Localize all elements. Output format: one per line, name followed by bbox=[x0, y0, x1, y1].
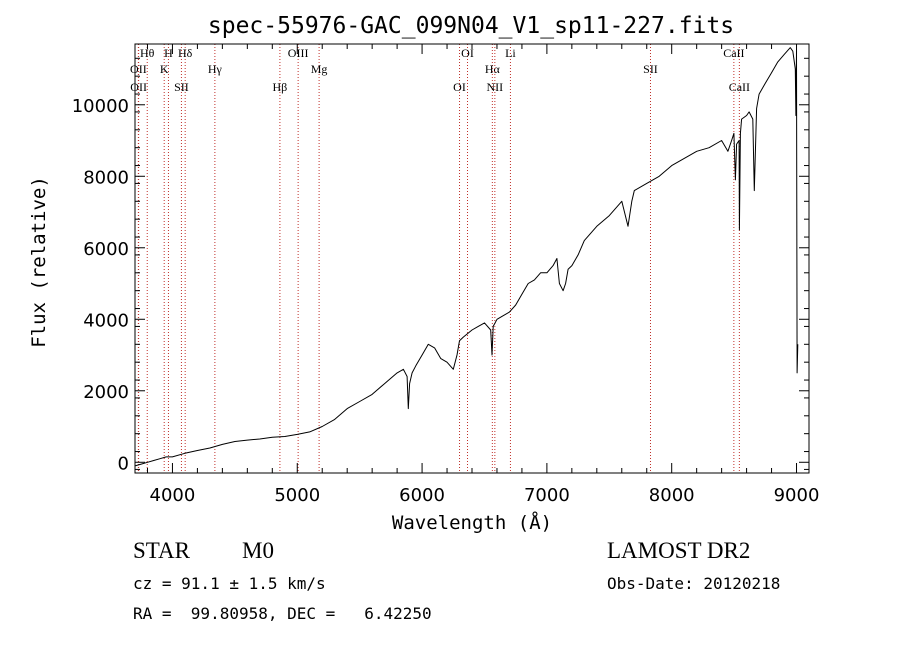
spectral-line-label: K bbox=[160, 62, 169, 76]
x-tick-label: 7000 bbox=[524, 485, 570, 506]
spectral-line-label: CaII bbox=[729, 80, 750, 94]
spectral-line-label: NII bbox=[487, 80, 504, 94]
y-tick-label: 6000 bbox=[83, 239, 129, 260]
y-tick-label: 4000 bbox=[83, 310, 129, 331]
y-tick-label: 8000 bbox=[83, 167, 129, 188]
y-tick-label: 2000 bbox=[83, 382, 129, 403]
spectral-line-label: Hδ bbox=[178, 46, 193, 60]
spectral-line-label: SII bbox=[643, 62, 658, 76]
redshift-cz: cz = 91.1 ± 1.5 km/s bbox=[133, 574, 326, 593]
spectral-line-label: Hθ bbox=[140, 46, 155, 60]
x-tick-label: 9000 bbox=[774, 485, 820, 506]
spectral-line-label: Mg bbox=[311, 62, 328, 76]
spectral-lines: HθOIIOIIHKSIIHδHγHβOIIIMgOIOIHαNIILiSIIC… bbox=[130, 44, 750, 473]
x-tick-label: 5000 bbox=[274, 485, 320, 506]
object-subclass: M0 bbox=[242, 538, 274, 563]
x-tick-label: 6000 bbox=[399, 485, 445, 506]
survey-name: LAMOST DR2 bbox=[607, 538, 751, 563]
spectral-line-label: Hα bbox=[485, 62, 501, 76]
ra-dec: RA = 99.80958, DEC = 6.42250 bbox=[133, 604, 432, 623]
spectral-line-label: OI bbox=[453, 80, 466, 94]
spectral-line-label: OII bbox=[130, 80, 147, 94]
spectral-line-label: H bbox=[164, 46, 173, 60]
spectral-line-label: Li bbox=[505, 46, 516, 60]
observation-date: Obs-Date: 20120218 bbox=[607, 574, 781, 593]
spectrum-line bbox=[134, 47, 799, 467]
chart-title: spec-55976-GAC_099N04_V1_sp11-227.fits bbox=[208, 13, 734, 39]
spectral-line-label: Hβ bbox=[273, 80, 288, 94]
spectral-line-label: SII bbox=[174, 80, 189, 94]
x-axis-label: Wavelength (Å) bbox=[392, 511, 552, 534]
y-tick-label: 10000 bbox=[72, 96, 129, 117]
x-tick-label: 4000 bbox=[150, 485, 196, 506]
spectral-line-label: Hγ bbox=[208, 62, 223, 76]
y-tick-label: 0 bbox=[118, 453, 129, 474]
plot-frame bbox=[134, 43, 810, 474]
spectral-line-label: OIII bbox=[288, 46, 309, 60]
spectral-line-label: OI bbox=[461, 46, 474, 60]
y-axis-label: Flux (relative) bbox=[28, 176, 50, 348]
object-class: STAR bbox=[133, 538, 190, 563]
axis-ticks: 4000 5000 6000 7000 8000 9000 0 2000 4000 6000 800… bbox=[72, 44, 820, 506]
x-tick-label: 8000 bbox=[649, 485, 695, 506]
spectrum-series bbox=[134, 47, 799, 467]
spectral-line-label: CaII bbox=[723, 46, 744, 60]
